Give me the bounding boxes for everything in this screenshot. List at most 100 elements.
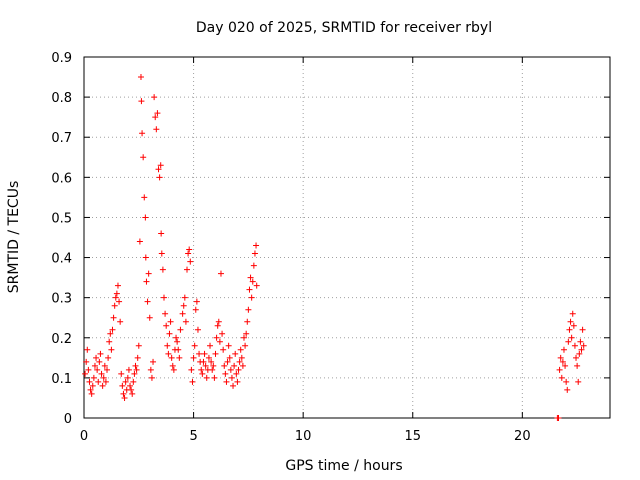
data-point (94, 366, 101, 373)
data-point (99, 382, 106, 389)
data-point (556, 366, 563, 373)
data-point (139, 130, 146, 137)
data-point (187, 258, 194, 265)
data-point (217, 270, 224, 277)
data-point (95, 378, 102, 385)
data-point (158, 250, 165, 257)
data-point (120, 390, 127, 397)
data-point (122, 378, 129, 385)
data-point (138, 98, 145, 105)
y-tick-label: 0.8 (51, 91, 72, 106)
data-point (253, 242, 260, 249)
data-point (93, 354, 100, 361)
data-point (234, 378, 241, 385)
data-point (558, 374, 565, 381)
data-point (188, 366, 195, 373)
data-point (159, 266, 166, 273)
data-point (111, 302, 118, 309)
data-point (569, 310, 576, 317)
data-point (568, 334, 575, 341)
data-point (100, 374, 107, 381)
data-point (84, 346, 91, 353)
data-point (150, 358, 157, 365)
data-point (238, 354, 245, 361)
data-point (140, 154, 147, 161)
data-point (579, 326, 586, 333)
data-point (212, 350, 219, 357)
data-point (239, 362, 246, 369)
data-point (102, 378, 109, 385)
data-point (214, 322, 221, 329)
data-point (156, 174, 163, 181)
data-point (182, 318, 189, 325)
y-axis-label: SRMTID / TECUs (6, 181, 22, 294)
chart-title: Day 020 of 2025, SRMTID for receiver rby… (196, 20, 492, 36)
data-point (576, 350, 583, 357)
data-point (166, 330, 173, 337)
data-point (224, 358, 231, 365)
data-point (134, 354, 141, 361)
data-point (253, 282, 260, 289)
data-point (232, 350, 239, 357)
grid-lines (84, 57, 610, 418)
data-point (96, 358, 103, 365)
data-point (127, 382, 134, 389)
data-point (136, 238, 143, 245)
data-point (105, 354, 112, 361)
data-point (160, 294, 167, 301)
data-point (200, 358, 207, 365)
data-point (128, 386, 135, 393)
data-point (205, 354, 212, 361)
data-point (158, 230, 165, 237)
data-point (246, 286, 253, 293)
data-point (225, 342, 232, 349)
data-point (170, 366, 177, 373)
data-point (132, 362, 139, 369)
data-point (249, 278, 256, 285)
data-point (248, 294, 255, 301)
data-point (216, 338, 223, 345)
data-point (133, 366, 140, 373)
data-point (168, 354, 175, 361)
data-point (247, 274, 254, 281)
data-point (154, 110, 161, 117)
data-point (85, 366, 92, 373)
data-point (226, 354, 233, 361)
data-point (237, 346, 244, 353)
data-point (577, 338, 584, 345)
data-point (162, 310, 169, 317)
data-point (236, 358, 243, 365)
data-point (119, 382, 126, 389)
data-point (118, 370, 125, 377)
data-point (179, 310, 186, 317)
data-point (155, 166, 162, 173)
data-point (87, 386, 94, 393)
data-point (117, 318, 124, 325)
data-point (108, 346, 115, 353)
data-point (144, 298, 151, 305)
data-point (153, 126, 160, 133)
data-point (181, 294, 188, 301)
data-point (201, 350, 208, 357)
data-point (146, 314, 153, 321)
data-point (157, 162, 164, 169)
data-point (230, 382, 237, 389)
y-tick-label: 0.6 (51, 171, 72, 186)
data-point (151, 94, 158, 101)
data-point (167, 318, 174, 325)
x-tick-label: 10 (295, 429, 312, 444)
data-point (141, 194, 148, 201)
y-tick-label: 0.4 (51, 252, 72, 267)
data-point (142, 254, 149, 261)
data-point (83, 358, 90, 365)
data-point (189, 378, 196, 385)
data-point (89, 382, 96, 389)
data-point (562, 362, 569, 369)
data-point (220, 346, 227, 353)
x-tick-label: 15 (404, 429, 421, 444)
data-point (174, 338, 181, 345)
data-point (192, 306, 199, 313)
data-point (219, 330, 226, 337)
y-tick-label: 0.5 (51, 211, 72, 226)
x-axis-label: GPS time / hours (285, 458, 402, 474)
